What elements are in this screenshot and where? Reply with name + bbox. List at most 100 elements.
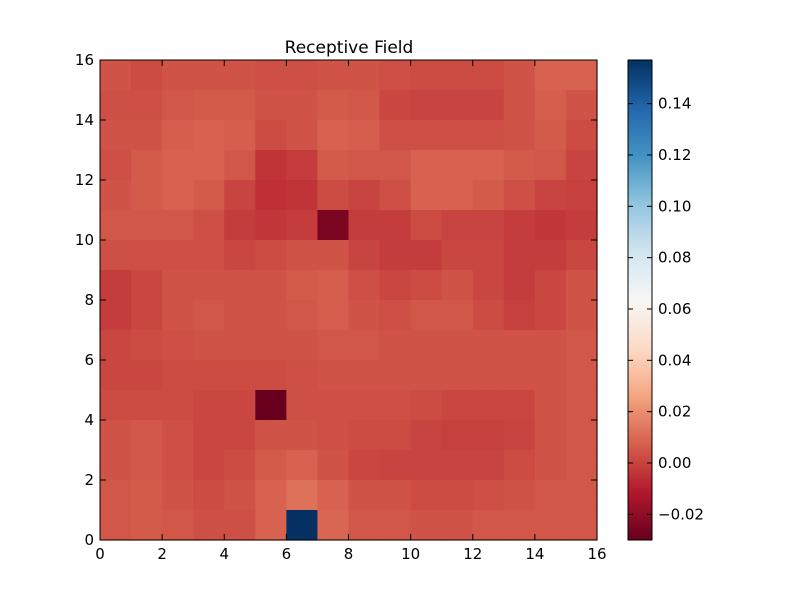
heatmap-cell: [441, 90, 474, 121]
heatmap-cell: [100, 330, 132, 361]
colorbar: [627, 59, 653, 541]
heatmap-cell: [503, 90, 536, 121]
heatmap-cell: [379, 150, 412, 181]
heatmap-cell: [162, 450, 194, 481]
heatmap-cell: [255, 120, 287, 151]
heatmap-cell: [565, 210, 598, 241]
heatmap-cell: [472, 60, 505, 91]
heatmap-cell: [410, 360, 443, 391]
heatmap-cell: [255, 90, 287, 121]
heatmap-cell: [441, 210, 474, 241]
heatmap-cell: [193, 120, 225, 151]
heatmap-cell: [348, 120, 381, 151]
heatmap-cell: [224, 510, 256, 541]
heatmap-cell: [441, 360, 474, 391]
heatmap-cell: [162, 240, 194, 271]
heatmap-cell: [410, 330, 443, 361]
heatmap-cell: [193, 240, 225, 271]
heatmap-cell: [286, 120, 319, 151]
heatmap-cell: [534, 180, 567, 211]
heatmap-cell: [503, 240, 536, 271]
heatmap-cell: [255, 360, 287, 391]
heatmap-cell: [100, 240, 132, 271]
heatmap-cell: [162, 120, 194, 151]
heatmap-cell: [224, 150, 256, 181]
colorbar-tick-label: 0.06: [658, 300, 691, 318]
heatmap-cell: [534, 150, 567, 181]
heatmap-cell: [472, 300, 505, 331]
colorbar-tick-label: 0.00: [658, 454, 691, 472]
y-axis: 0 2 4 6 8 10 12 14 16: [75, 51, 597, 549]
x-tick-label: 8: [344, 545, 354, 563]
heatmap-cell: [534, 300, 567, 331]
heatmap-cell: [534, 360, 567, 391]
y-tick-label: 16: [75, 51, 94, 69]
heatmap-cells: [100, 60, 598, 541]
heatmap-cell: [503, 120, 536, 151]
heatmap-cell: [317, 450, 350, 481]
heatmap-cell: [317, 90, 350, 121]
heatmap-cell: [441, 120, 474, 151]
heatmap-cell: [441, 240, 474, 271]
heatmap-cell: [286, 480, 319, 511]
heatmap-cell: [224, 390, 256, 421]
heatmap-cell: [131, 450, 163, 481]
heatmap-cell: [348, 210, 381, 241]
heatmap-cell: [379, 420, 412, 451]
heatmap-cell: [317, 330, 350, 361]
heatmap-cell: [224, 270, 256, 301]
heatmap-cell: [441, 420, 474, 451]
y-tick-label: 6: [84, 351, 94, 369]
heatmap-cell: [100, 450, 132, 481]
heatmap-cell: [255, 390, 287, 421]
heatmap-cell: [379, 360, 412, 391]
heatmap-cell: [348, 180, 381, 211]
heatmap-cell: [565, 240, 598, 271]
heatmap-cell: [255, 450, 287, 481]
heatmap-cell: [193, 150, 225, 181]
heatmap-cell: [472, 510, 505, 541]
heatmap-cell: [534, 510, 567, 541]
y-tick-label: 10: [75, 231, 94, 249]
heatmap-cell: [224, 90, 256, 121]
y-tick-label: 14: [75, 111, 94, 129]
heatmap-cell: [565, 360, 598, 391]
heatmap-cell: [100, 420, 132, 451]
heatmap-cell: [348, 90, 381, 121]
heatmap-cell: [286, 180, 319, 211]
heatmap-cell: [565, 270, 598, 301]
x-tick-label: 14: [525, 545, 544, 563]
heatmap-cell: [162, 90, 194, 121]
heatmap-cell: [503, 360, 536, 391]
heatmap-cell: [255, 420, 287, 451]
heatmap-cell: [565, 90, 598, 121]
heatmap-cell: [379, 240, 412, 271]
heatmap-cell: [193, 60, 225, 91]
heatmap-cell: [317, 240, 350, 271]
heatmap-cell: [286, 60, 319, 91]
heatmap-cell: [131, 510, 163, 541]
colorbar-axis: −0.02 0.00 0.02 0.04 0.06 0.08 0.10 0.12 0.14: [628, 95, 704, 523]
heatmap-cell: [131, 90, 163, 121]
heatmap-cell: [534, 450, 567, 481]
heatmap-cell: [410, 390, 443, 421]
heatmap-cell: [472, 480, 505, 511]
heatmap-cell: [472, 420, 505, 451]
heatmap-cell: [131, 420, 163, 451]
heatmap-cell: [472, 240, 505, 271]
heatmap-cell: [100, 360, 132, 391]
heatmap-cell: [410, 300, 443, 331]
heatmap-cell: [255, 480, 287, 511]
heatmap-cell: [317, 390, 350, 421]
heatmap-cell: [503, 330, 536, 361]
heatmap-cell: [193, 90, 225, 121]
heatmap-cell: [317, 360, 350, 391]
heatmap-cell: [348, 150, 381, 181]
heatmap-cell: [348, 330, 381, 361]
chart-title: Receptive Field: [285, 38, 414, 58]
heatmap-cell: [193, 270, 225, 301]
heatmap-cell: [224, 300, 256, 331]
heatmap-cell: [410, 510, 443, 541]
heatmap-cell: [286, 510, 319, 541]
heatmap-cell: [286, 330, 319, 361]
